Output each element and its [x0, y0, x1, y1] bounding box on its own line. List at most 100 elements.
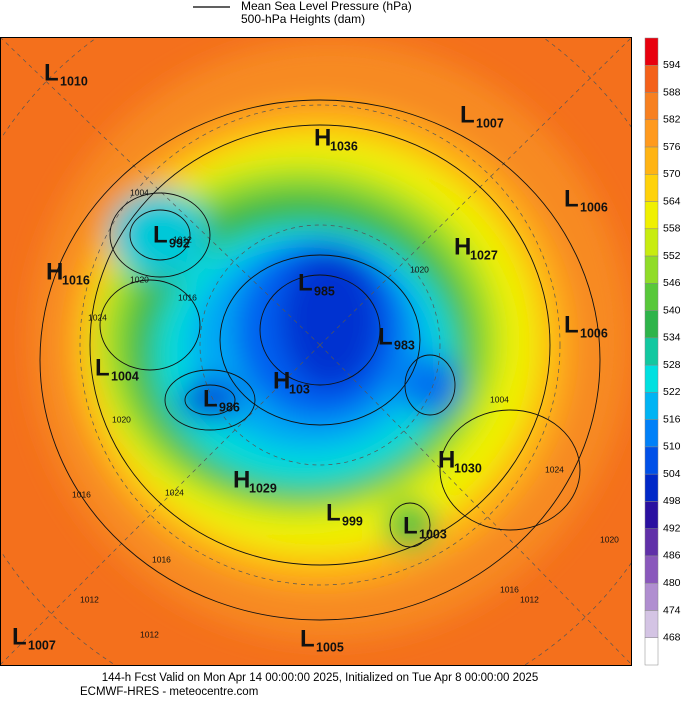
colorbar-box: [644, 228, 659, 257]
contour-label: 1024: [165, 487, 184, 497]
contour-label: 1024: [88, 312, 107, 322]
map-frame: [0, 37, 632, 666]
field: [400, 355, 460, 415]
colorbar-box: [644, 501, 659, 529]
contour-labels: 1004101210201016102410201016101210121016…: [72, 187, 619, 639]
legend-text: Mean Sea Level Pressure (hPa): [241, 0, 412, 13]
contour-label: 1016: [72, 489, 91, 499]
field: [385, 500, 435, 550]
center-letter: L: [44, 59, 59, 86]
isobar: [164, 369, 256, 431]
center-value: 1005: [316, 640, 344, 654]
graticule-line: [79, 104, 561, 586]
colorbar-box: [644, 174, 659, 202]
isobar: [39, 99, 601, 621]
colorbar-label: 546: [663, 277, 681, 289]
colorbar-box: [644, 582, 659, 611]
colorbar-box: [644, 392, 659, 420]
colorbar-box: [644, 37, 659, 66]
colorbar-label: 516: [663, 413, 681, 425]
graticule-line: [199, 224, 441, 466]
graticule-line: [319, 37, 632, 346]
field: [280, 250, 380, 390]
center-letter: L: [300, 625, 315, 652]
center-letter: L: [403, 512, 418, 539]
contour-label: 1012: [173, 234, 192, 244]
center-letter: H: [233, 466, 250, 493]
contour-label: 1024: [545, 464, 564, 474]
isobar: [404, 354, 456, 416]
center-letter: L: [95, 354, 110, 381]
isobar: [184, 384, 236, 416]
colorbar-label: 528: [663, 359, 681, 371]
graticule-line: [0, 37, 321, 346]
isobars: [39, 99, 601, 621]
colorbar-box: [644, 146, 659, 175]
contour-label: 1020: [130, 274, 149, 284]
contour-label: 1020: [112, 414, 131, 424]
center-value: 1027: [470, 248, 498, 262]
colorbar-box: [644, 92, 659, 121]
colorbar-box: [644, 119, 659, 148]
center-value: 1006: [580, 200, 608, 214]
contour-label: 1012: [80, 594, 99, 604]
colorbar-label: 522: [663, 386, 681, 398]
footer-text: ECMWF-HRES - meteocentre.com: [80, 686, 258, 698]
center-value: 1030: [454, 461, 482, 475]
colorbar-box: [644, 65, 659, 93]
colorbar-box: [644, 528, 659, 557]
center-letter: L: [564, 311, 579, 338]
colorbar-box: [644, 283, 659, 311]
contour-label: 1016: [500, 584, 519, 594]
center-letter: H: [438, 446, 455, 473]
center-value: 1029: [249, 481, 277, 495]
center-value: 1006: [580, 326, 608, 340]
colorbar-label: 576: [663, 141, 681, 153]
colorbar-box: [644, 310, 659, 339]
colorbar-box: [644, 337, 659, 366]
colorbar-box: [644, 201, 659, 230]
contour-label: 1016: [178, 292, 197, 302]
colorbar-label: 552: [663, 250, 681, 262]
center-value: 985: [314, 284, 335, 298]
center-value: 986: [219, 400, 240, 414]
center-value: 1004: [111, 369, 139, 383]
colorbar-label: 492: [663, 522, 681, 534]
center-letter: L: [153, 221, 168, 248]
colorbar-label: 498: [663, 495, 681, 507]
isobar: [109, 192, 211, 278]
contour-label: 1004: [130, 187, 149, 197]
colorbar-label: 534: [663, 332, 681, 344]
contour-label: 1020: [410, 264, 429, 274]
colorbar-label: 594: [663, 59, 681, 71]
colorbar-label: 558: [663, 223, 681, 235]
center-letter: L: [298, 269, 313, 296]
colorbar-label: 510: [663, 441, 681, 453]
legend-text: 500-hPa Heights (dam): [241, 12, 365, 26]
colorbar-box: [644, 446, 659, 475]
center-value: 1007: [28, 638, 56, 652]
contour-label: 1012: [520, 594, 539, 604]
colorbar-box: [644, 610, 659, 638]
colorbar-label: 474: [663, 604, 681, 616]
colorbar-label: 486: [663, 550, 681, 562]
center-letter: L: [378, 323, 393, 350]
center-letter: L: [203, 385, 218, 412]
center-value: 983: [394, 338, 415, 352]
graticule-line: [319, 344, 632, 666]
center-value: 1010: [60, 74, 88, 88]
isobar: [89, 124, 551, 566]
isobar: [259, 274, 381, 386]
isobar: [129, 209, 191, 261]
contour-label: 1020: [600, 534, 619, 544]
colorbar-label: 570: [663, 168, 681, 180]
center-letter: L: [564, 185, 579, 212]
isobar: [439, 409, 581, 531]
center-value: 103: [289, 382, 310, 396]
center-value: 999: [342, 514, 363, 528]
graticule-line: [0, 344, 321, 666]
center-letter: H: [314, 124, 331, 151]
colorbar-label: 468: [663, 632, 681, 644]
